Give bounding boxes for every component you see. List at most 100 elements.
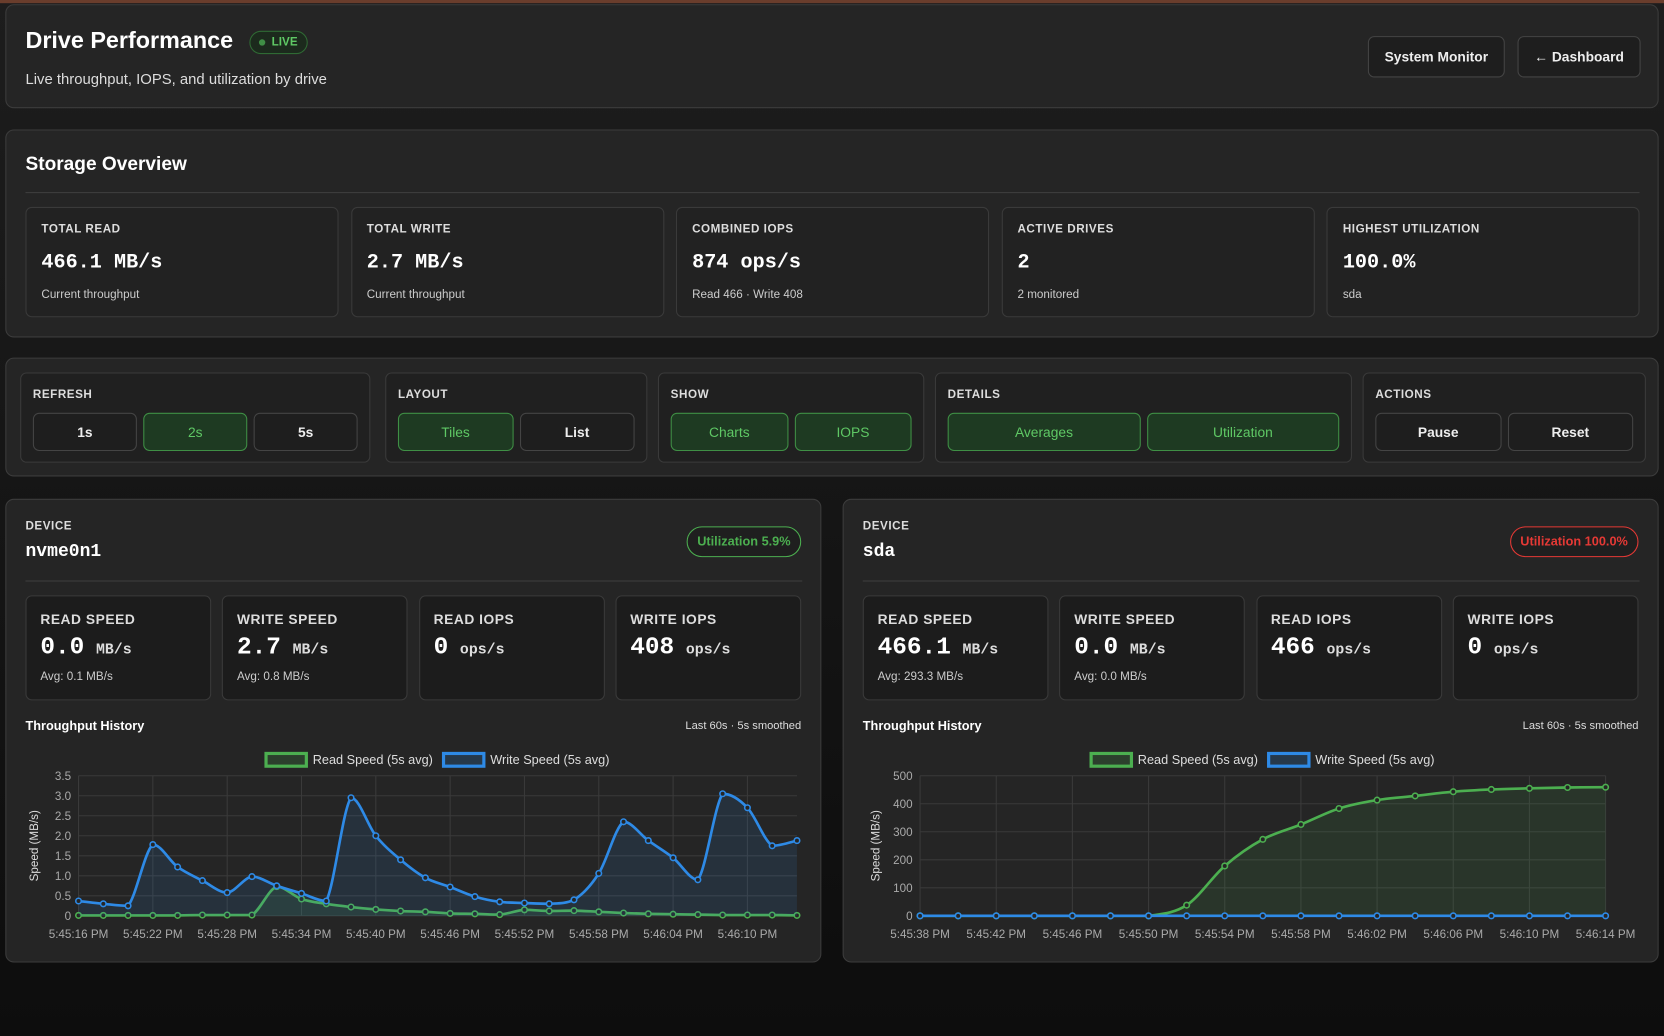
data-point <box>149 841 157 849</box>
data-point <box>198 911 206 919</box>
data-point <box>619 818 628 826</box>
data-point <box>124 911 132 919</box>
top-accent <box>0 0 1664 4</box>
stat-value-row: 408 ops/s <box>630 634 730 662</box>
data-point <box>198 877 206 885</box>
control-button[interactable]: IOPS <box>794 412 912 452</box>
controls-panel: REFRESH 1s 2s 5s LAYOUT Tiles List SHOW Charts IO… <box>5 357 1659 477</box>
control-button[interactable]: 1s <box>32 412 137 452</box>
control-button[interactable]: Averages <box>947 412 1141 452</box>
x-tick-label: 5:45:52 PM <box>495 928 555 941</box>
card-label: ACTIVE DRIVES <box>1017 222 1114 236</box>
card-note: Current throughput <box>41 288 140 302</box>
x-tick-label: 5:45:16 PM <box>49 928 109 941</box>
y-tick-label: 500 <box>893 770 913 783</box>
data-point <box>1297 820 1305 829</box>
control-button[interactable]: 2s <box>143 412 248 452</box>
control-button[interactable]: 5s <box>253 412 358 452</box>
data-point <box>1373 912 1381 920</box>
data-point <box>74 911 83 919</box>
chart-title: Throughput History <box>862 718 982 734</box>
data-point <box>347 794 355 802</box>
y-tick-label: 1.5 <box>55 850 71 863</box>
data-point <box>545 907 553 915</box>
x-tick-label: 5:45:46 PM <box>420 928 480 941</box>
data-point <box>1030 912 1038 920</box>
control-button[interactable]: Charts <box>670 412 788 452</box>
legend-swatch <box>441 751 486 768</box>
system-monitor-button[interactable]: System Monitor <box>1367 36 1505 78</box>
data-point <box>954 912 962 920</box>
stat-value: 408 <box>630 633 675 662</box>
stat-card: HIGHEST UTILIZATION 100.0% sda <box>1326 206 1640 318</box>
data-point <box>496 898 504 906</box>
data-point <box>1449 912 1457 920</box>
device-stat: WRITE IOPS 408 ops/s <box>615 595 802 701</box>
legend-label: Read Speed (5s avg) <box>1138 752 1258 767</box>
x-tick-label: 5:46:06 PM <box>1423 928 1483 941</box>
data-point <box>1106 912 1115 920</box>
y-tick-label: 1.0 <box>55 870 72 883</box>
data-point <box>471 910 479 918</box>
x-tick-label: 5:46:10 PM <box>1500 928 1560 941</box>
stat-label: WRITE SPEED <box>1074 611 1176 628</box>
data-point <box>619 909 628 917</box>
x-tick-label: 5:46:14 PM <box>1576 928 1636 941</box>
control-button[interactable]: List <box>519 412 635 452</box>
card-value: 2.7 MB/s <box>366 250 464 274</box>
data-point <box>74 897 83 905</box>
data-point <box>1221 912 1229 920</box>
y-tick-label: 0 <box>906 910 913 923</box>
stat-unit: MB/s <box>95 642 132 660</box>
y-axis-label: Speed (MB/s) <box>870 810 883 881</box>
data-point <box>297 889 306 897</box>
stat-label: READ IOPS <box>433 611 515 628</box>
chart-note: Last 60s · 5s smoothed <box>685 719 802 733</box>
data-point <box>743 804 751 812</box>
control-button[interactable]: Tiles <box>397 412 514 452</box>
data-point <box>1183 912 1191 920</box>
stat-card: TOTAL READ 466.1 MB/s Current throughput <box>25 206 339 318</box>
control-button[interactable]: Reset <box>1507 412 1634 452</box>
data-point <box>743 911 751 919</box>
data-point <box>916 912 924 920</box>
control-group: ACTIONS Pause Reset <box>1362 372 1646 463</box>
y-tick-label: 100 <box>893 882 913 895</box>
chart-note: Last 60s · 5s smoothed <box>1522 719 1639 733</box>
y-tick-label: 400 <box>893 798 913 811</box>
data-point <box>1487 912 1495 920</box>
stat-unit: ops/s <box>1493 642 1539 660</box>
stat-value: 0 <box>433 633 449 662</box>
device-panel: DEVICE nvme0n1 Utilization 5.9% READ SPEED 0… <box>5 498 822 963</box>
utilization-badge: Utilization 5.9% <box>686 526 802 558</box>
stat-value-row: 466.1 MB/s <box>878 634 999 662</box>
data-point <box>1373 796 1381 804</box>
legend-label: Write Speed (5s avg) <box>1315 752 1434 767</box>
data-point <box>1335 912 1343 920</box>
legend-swatch <box>264 751 308 768</box>
stat-unit: ops/s <box>1326 642 1372 660</box>
x-tick-label: 5:45:58 PM <box>1271 928 1331 941</box>
card-value: 874 ops/s <box>692 250 802 274</box>
data-point <box>1563 783 1572 792</box>
data-point <box>570 907 578 915</box>
control-button[interactable]: Pause <box>1375 412 1502 452</box>
x-tick-label: 5:46:04 PM <box>643 928 703 941</box>
stat-value: 0.0 <box>1074 633 1119 662</box>
card-note: 2 monitored <box>1017 288 1080 302</box>
data-point <box>471 893 479 901</box>
data-point <box>397 907 405 915</box>
stat-avg: Avg: 0.0 MB/s <box>1074 670 1147 684</box>
data-point <box>1411 792 1419 800</box>
control-button[interactable]: Utilization <box>1146 412 1340 452</box>
divider <box>862 580 1640 582</box>
dashboard-button[interactable]: ← Dashboard <box>1517 36 1641 78</box>
stat-unit: ops/s <box>685 642 731 660</box>
y-axis-label: Speed (MB/s) <box>28 810 41 881</box>
data-point <box>1563 912 1572 920</box>
data-point <box>1183 901 1191 909</box>
data-point <box>768 911 776 919</box>
stat-avg: Avg: 0.1 MB/s <box>40 670 113 684</box>
control-label: SHOW <box>670 388 710 402</box>
device-label: DEVICE <box>25 519 73 533</box>
